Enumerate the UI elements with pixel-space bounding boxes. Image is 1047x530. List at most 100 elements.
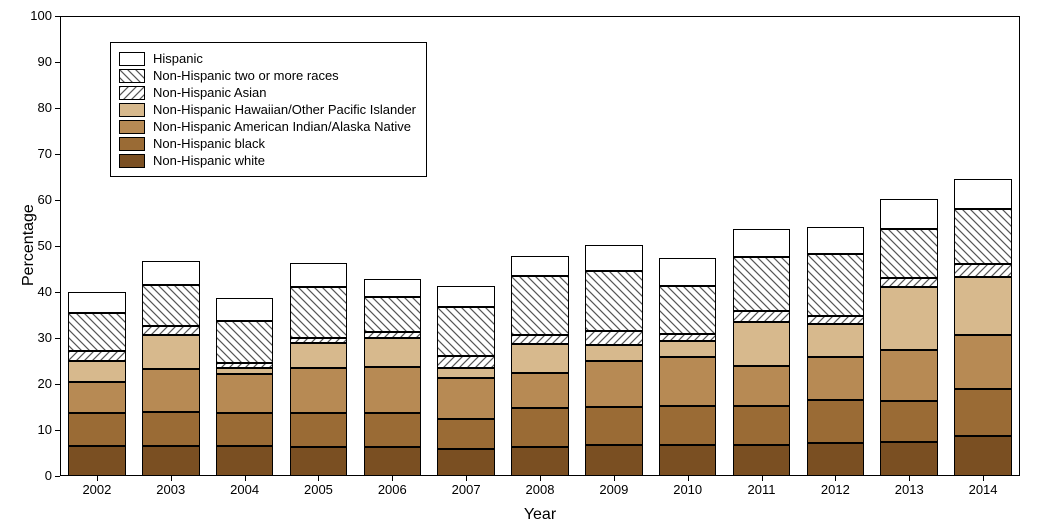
bar-segment-asian [733,311,791,322]
bar-segment-white [733,445,791,476]
bar-segment-aian [954,335,1012,389]
bar-segment-black [290,413,348,448]
legend-label: Non-Hispanic black [153,136,265,151]
bar-segment-two_or_more [733,257,791,311]
bar-group [511,256,569,476]
bar-group [659,258,717,476]
legend-label: Non-Hispanic Asian [153,85,266,100]
legend-item-hispanic: Hispanic [119,51,416,66]
bar-segment-hawaiian_pi [511,344,569,373]
x-tick-label: 2011 [725,482,799,497]
bar-segment-black [437,419,495,450]
legend-swatch [119,103,145,117]
bar-segment-hispanic [807,227,865,254]
bar-segment-hispanic [954,179,1012,209]
bar-group [216,298,274,476]
bar-segment-two_or_more [216,321,274,363]
x-tick-mark [835,476,836,481]
bar-segment-hispanic [659,258,717,286]
bar-segment-asian [68,351,126,361]
bar-group [733,229,791,476]
bar-group [880,199,938,476]
bar-segment-two_or_more [68,313,126,351]
bar-segment-black [68,413,126,446]
bar-segment-black [511,408,569,446]
y-tick-label: 60 [22,192,52,207]
bar-segment-black [142,412,200,447]
legend-item-two_or_more: Non-Hispanic two or more races [119,68,416,83]
bar-segment-hispanic [216,298,274,321]
legend-item-aian: Non-Hispanic American Indian/Alaska Nati… [119,119,416,134]
bar-segment-aian [585,361,643,407]
x-tick-label: 2006 [355,482,429,497]
bar-segment-aian [68,382,126,413]
bar-segment-hispanic [733,229,791,258]
bar-segment-black [880,401,938,441]
bar-segment-two_or_more [585,271,643,331]
x-tick-label: 2008 [503,482,577,497]
bar-segment-white [511,447,569,476]
legend: Hispanic Non-Hispanic two or more races No… [110,42,427,177]
bar-segment-white [880,442,938,477]
legend-item-hawaiian_pi: Non-Hispanic Hawaiian/Other Pacific Isla… [119,102,416,117]
bar-segment-hispanic [142,261,200,285]
bar-segment-asian [880,278,938,287]
bar-group [807,227,865,476]
bar-segment-white [437,449,495,476]
legend-swatch [119,86,145,100]
bar-segment-aian [290,368,348,413]
x-tick-label: 2003 [134,482,208,497]
x-tick-mark [540,476,541,481]
y-tick-label: 10 [22,422,52,437]
bar-segment-hawaiian_pi [290,343,348,368]
bar-segment-aian [807,357,865,400]
y-tick-label: 70 [22,146,52,161]
bar-segment-hawaiian_pi [807,324,865,357]
y-tick-label: 30 [22,330,52,345]
x-tick-mark [245,476,246,481]
x-tick-label: 2014 [946,482,1020,497]
bar-segment-hispanic [290,263,348,287]
bar-segment-hawaiian_pi [364,338,422,367]
bar-segment-white [807,443,865,476]
bar-segment-white [290,447,348,476]
bar-segment-hispanic [437,286,495,307]
y-tick-label: 90 [22,54,52,69]
bar-segment-black [659,406,717,445]
bar-segment-hawaiian_pi [880,287,938,350]
bar-segment-white [659,445,717,476]
x-tick-label: 2005 [282,482,356,497]
bar-segment-aian [216,374,274,413]
x-tick-mark [392,476,393,481]
legend-label: Non-Hispanic Hawaiian/Other Pacific Isla… [153,102,416,117]
bar-group [68,292,126,476]
bar-segment-white [216,446,274,476]
y-tick-label: 0 [22,468,52,483]
y-tick-label: 50 [22,238,52,253]
bar-segment-hawaiian_pi [68,361,126,382]
y-tick-label: 20 [22,376,52,391]
bar-segment-asian [585,331,643,345]
bar-segment-two_or_more [880,229,938,279]
y-tick-label: 100 [22,8,52,23]
bar-segment-black [954,389,1012,436]
bar-segment-black [733,406,791,445]
bar-segment-aian [511,373,569,409]
bar-segment-asian [954,264,1012,277]
bar-segment-white [585,445,643,476]
x-tick-mark [614,476,615,481]
legend-label: Non-Hispanic white [153,153,265,168]
bar-segment-hispanic [585,245,643,272]
legend-item-black: Non-Hispanic black [119,136,416,151]
legend-label: Non-Hispanic American Indian/Alaska Nati… [153,119,411,134]
legend-label: Non-Hispanic two or more races [153,68,339,83]
bar-segment-white [364,447,422,476]
x-tick-label: 2010 [651,482,725,497]
bar-segment-two_or_more [659,286,717,334]
bar-segment-two_or_more [364,297,422,332]
bar-segment-black [216,413,274,446]
bar-segment-aian [880,350,938,401]
bar-segment-two_or_more [954,209,1012,264]
bar-segment-hispanic [68,292,126,313]
x-tick-mark [909,476,910,481]
